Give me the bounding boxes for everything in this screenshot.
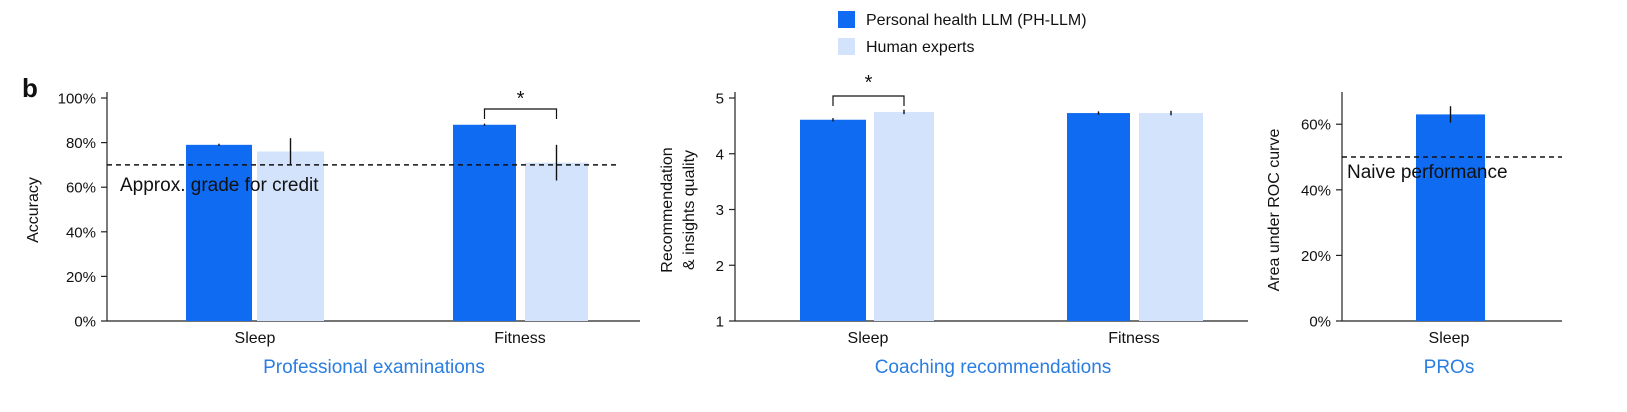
y-tick-label: 0% (74, 314, 96, 331)
legend-label-llm: Personal health LLM (PH-LLM) (866, 12, 1087, 29)
y-tick-label: 40% (1301, 182, 1331, 199)
bar-llm-sleep (186, 144, 252, 321)
y-tick-label: 2 (716, 258, 724, 275)
legend-label-human: Human experts (866, 39, 975, 56)
y-tick-label: 20% (1301, 248, 1331, 265)
bar-llm-fitness (453, 124, 516, 321)
x-tick-label: Sleep (848, 330, 889, 347)
x-tick-label: Sleep (235, 330, 276, 347)
bar-llm-fitness (1067, 113, 1130, 322)
y-tick-label: 5 (716, 91, 724, 108)
bar-human-fitness (1139, 113, 1203, 322)
y-tick-label: 20% (66, 269, 96, 286)
panel-professional-examinations: 0% 20% 40% 60% 80% 100% Accuracy Sleep Fitness Ap… (25, 88, 640, 378)
y-axis-label: Area under ROC curve (1266, 129, 1283, 292)
bar-human-fitness (525, 162, 588, 321)
significance-marker: * (865, 72, 873, 94)
legend-swatch-human (838, 38, 855, 55)
bar-human-sleep (257, 151, 324, 321)
y-tick-label: 60% (1301, 117, 1331, 134)
y-axis-label: Recommendation (659, 147, 676, 272)
bar-llm-sleep (800, 119, 866, 322)
y-tick-label: 0% (1309, 314, 1331, 331)
y-tick-label: 40% (66, 224, 96, 241)
reference-line-label: Naive performance (1347, 162, 1508, 183)
panel-pros: 0% 20% 40% 60% Area under ROC curve Sleep Naiv… (1266, 92, 1562, 378)
y-tick-label: 4 (716, 146, 724, 163)
reference-line-label: Approx. grade for credit (120, 175, 319, 196)
y-tick-label: 60% (66, 180, 96, 197)
legend-swatch-llm (838, 11, 855, 28)
y-tick-label: 3 (716, 202, 724, 219)
y-tick-label: 1 (716, 314, 724, 331)
x-tick-label: Fitness (1108, 330, 1160, 347)
legend: Personal health LLM (PH-LLM) Human exper… (838, 11, 1087, 56)
x-tick-label: Fitness (494, 330, 546, 347)
group-title: PROs (1424, 357, 1475, 378)
panel-label: b (22, 73, 38, 103)
y-axis-label: Accuracy (25, 177, 42, 243)
group-title: Coaching recommendations (875, 357, 1112, 378)
significance-marker: * (517, 88, 525, 110)
y-tick-label: 100% (58, 91, 96, 108)
y-axis-label: & insights quality (681, 150, 698, 270)
x-tick-label: Sleep (1429, 330, 1470, 347)
significance-bracket (832, 95, 905, 106)
significance-bracket (483, 108, 558, 119)
bar-llm-sleep (1416, 114, 1485, 321)
bar-human-sleep (874, 111, 934, 321)
group-title: Professional examinations (263, 357, 485, 378)
y-tick-label: 80% (66, 135, 96, 152)
panel-coaching-recommendations: 1 2 3 4 5 Recommendation & insights quality Sle… (659, 72, 1248, 378)
